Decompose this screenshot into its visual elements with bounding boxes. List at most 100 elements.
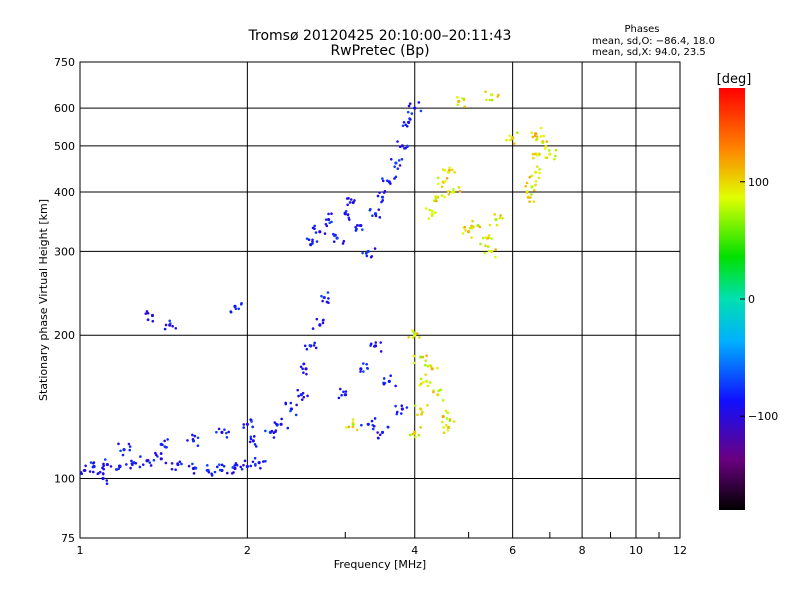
data-point-o: [121, 453, 125, 457]
data-point-x: [421, 355, 425, 359]
data-point-o: [374, 214, 378, 218]
data-point-x: [490, 237, 493, 240]
data-point-o: [217, 427, 221, 431]
data-point-x: [524, 185, 527, 188]
data-point-x: [470, 224, 473, 228]
y-tick-label: 400: [54, 186, 75, 199]
data-point-o: [163, 439, 166, 443]
x-tick-label: 2: [244, 544, 251, 557]
data-point-o: [362, 370, 365, 373]
data-point-o: [394, 175, 398, 179]
data-point-x: [426, 364, 430, 368]
data-point-o: [88, 470, 92, 473]
data-point-o: [400, 412, 403, 415]
data-point-x: [347, 425, 351, 429]
data-point-o: [311, 327, 315, 330]
data-point-x: [443, 169, 447, 172]
data-point-o: [380, 430, 385, 434]
data-point-x: [488, 98, 492, 102]
phases-o-stats: mean, sd,O: −86.4, 18.0: [592, 36, 715, 47]
data-point-x: [415, 332, 419, 335]
data-point-o: [218, 468, 222, 472]
data-point-x: [456, 96, 459, 99]
data-point-o: [380, 195, 385, 199]
data-point-o: [315, 240, 319, 243]
data-point-o: [386, 425, 390, 429]
data-point-x: [452, 420, 456, 423]
data-point-x: [508, 134, 512, 138]
data-point-o: [264, 429, 267, 433]
data-point-x: [436, 393, 440, 397]
data-point-o: [366, 422, 370, 426]
data-point-o: [130, 462, 134, 465]
data-point-x: [450, 191, 454, 194]
data-point-o: [79, 471, 83, 474]
data-point-o: [381, 179, 385, 183]
data-point-o: [249, 435, 253, 439]
data-point-o: [360, 228, 364, 231]
data-point-o: [413, 106, 417, 110]
data-point-x: [535, 135, 539, 138]
data-point-o: [396, 410, 399, 414]
data-point-x: [420, 412, 423, 416]
data-point-o: [313, 341, 316, 345]
data-point-x: [538, 167, 541, 171]
data-point-x: [490, 98, 494, 102]
data-point-o: [145, 310, 149, 313]
y-tick-label: 500: [54, 140, 75, 153]
data-point-o: [117, 442, 120, 446]
data-point-x: [528, 200, 531, 203]
data-point-o: [125, 463, 128, 466]
data-point-o: [196, 436, 200, 440]
data-point-o: [186, 439, 189, 442]
data-point-o: [305, 347, 309, 351]
data-point-x: [452, 188, 455, 191]
data-point-o: [144, 312, 148, 315]
data-point-x: [446, 411, 450, 414]
data-point-o: [359, 367, 363, 371]
data-point-x: [533, 152, 537, 156]
data-point-o: [353, 199, 356, 202]
data-point-o: [389, 157, 393, 161]
data-point-x: [424, 359, 428, 362]
data-point-x: [463, 225, 467, 229]
data-point-o: [410, 112, 414, 115]
data-point-o: [196, 444, 200, 448]
data-point-x: [414, 404, 417, 407]
data-point-x: [345, 426, 348, 429]
data-point-o: [154, 453, 158, 457]
data-point-x: [424, 379, 429, 383]
data-point-x: [434, 211, 437, 214]
data-point-x: [450, 168, 454, 172]
data-point-o: [366, 367, 369, 370]
data-point-x: [440, 185, 444, 189]
data-point-x: [484, 90, 487, 93]
data-point-x: [545, 140, 549, 143]
data-point-o: [115, 468, 119, 471]
data-point-o: [294, 413, 298, 417]
data-point-o: [257, 461, 261, 465]
data-point-o: [323, 232, 327, 235]
data-point-x: [487, 234, 491, 237]
data-point-o: [379, 341, 383, 344]
data-point-o: [105, 479, 109, 482]
data-point-x: [443, 195, 446, 199]
data-point-o: [164, 445, 167, 449]
data-point-o: [102, 462, 105, 466]
data-point-o: [218, 463, 221, 466]
data-point-x: [456, 103, 460, 107]
data-point-o: [338, 387, 342, 391]
data-point-o: [360, 423, 363, 427]
data-point-o: [152, 458, 156, 462]
data-point-o: [322, 295, 326, 300]
data-point-o: [345, 197, 349, 200]
data-point-o: [296, 388, 299, 392]
data-point-o: [314, 231, 318, 234]
data-point-o: [284, 402, 288, 406]
data-point-o: [307, 238, 311, 242]
data-point-o: [400, 404, 404, 408]
data-point-x: [430, 214, 434, 217]
data-point-x: [493, 213, 497, 216]
data-point-o: [166, 438, 169, 441]
data-point-x: [408, 433, 412, 437]
